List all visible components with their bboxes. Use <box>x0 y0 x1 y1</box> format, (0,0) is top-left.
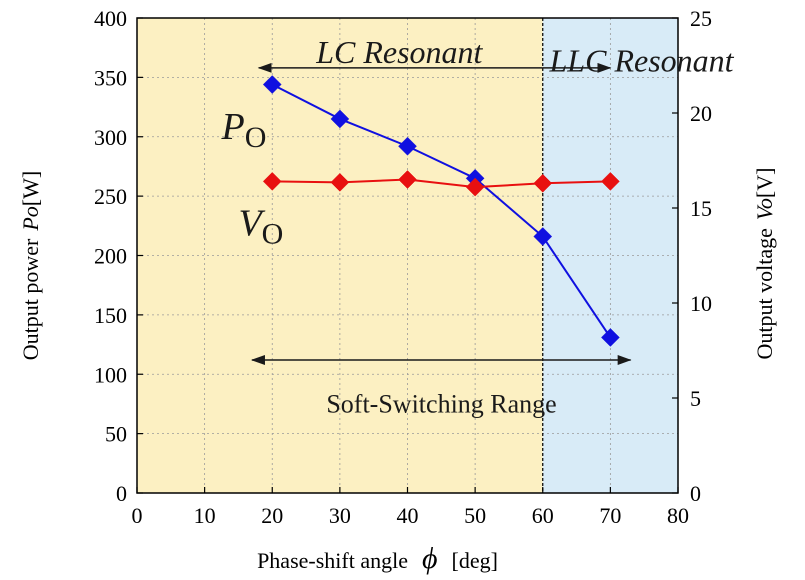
y-left-tick-label: 300 <box>94 125 127 150</box>
data-point-Vo <box>398 170 417 189</box>
y-axis-right-label: Output voltageVo[V] <box>752 168 777 360</box>
data-point-Po <box>398 136 417 156</box>
po-series-label: PO <box>221 106 267 154</box>
x-tick-label: 30 <box>329 503 351 528</box>
data-point-Po <box>533 227 553 246</box>
data-point-Vo <box>330 172 350 192</box>
series-labels: PO VO <box>221 106 284 250</box>
y-right-tick-label: 0 <box>690 481 701 506</box>
vo-series-label: VO <box>238 202 283 250</box>
axis-ticks: 0 10 20 30 40 50 60 70 8005010015020025030035040… <box>94 6 712 528</box>
y-left-tick-label: 350 <box>94 65 127 90</box>
x-tick-label: 70 <box>599 503 621 528</box>
y-right-tick-label: 25 <box>690 6 712 31</box>
y-axis-left-label: Output powerPo[W] <box>18 171 43 360</box>
y-left-tick-label: 50 <box>105 422 127 447</box>
series-line-Vo <box>272 178 611 189</box>
x-tick-label: 40 <box>397 503 419 528</box>
y-right-tick-label: 15 <box>690 196 712 221</box>
data-point-Vo <box>601 172 620 191</box>
y-left-tick-label: 100 <box>94 362 127 387</box>
y-left-tick-label: 150 <box>94 303 127 328</box>
x-tick-label: 80 <box>667 503 689 528</box>
llc-resonant-label: LLC Resonant <box>549 42 735 78</box>
y-left-tick-label: 200 <box>94 244 127 269</box>
x-tick-label: 20 <box>261 503 283 528</box>
x-tick-label: 50 <box>464 503 486 528</box>
y-left-tick-label: 250 <box>94 184 127 209</box>
data-point-Vo <box>533 173 553 193</box>
y-left-tick-label: 0 <box>116 481 127 506</box>
y-right-tick-label: 20 <box>690 101 712 126</box>
x-tick-label: 60 <box>532 503 554 528</box>
y-right-tick-label: 10 <box>690 291 712 316</box>
y-left-tick-label: 400 <box>94 6 127 31</box>
x-tick-label: 0 <box>132 503 143 528</box>
y-right-tick-label: 5 <box>690 386 701 411</box>
series-layer <box>262 75 620 347</box>
region-annotations: LC Resonant LLC Resonant <box>257 34 735 78</box>
data-point-Po <box>262 75 282 94</box>
soft-switching-annotation: Soft-Switching Range <box>250 355 632 418</box>
data-point-Po <box>601 328 620 347</box>
x-axis-label: Phase-shift angle ϕ [deg] <box>257 542 498 575</box>
data-point-Vo <box>262 172 282 191</box>
soft-switching-label: Soft-Switching Range <box>326 389 556 418</box>
data-point-Po <box>330 109 350 129</box>
lc-resonant-label: LC Resonant <box>315 34 483 70</box>
data-point-Vo <box>465 177 485 197</box>
x-tick-label: 10 <box>194 503 216 528</box>
series-line-Po <box>271 83 612 338</box>
